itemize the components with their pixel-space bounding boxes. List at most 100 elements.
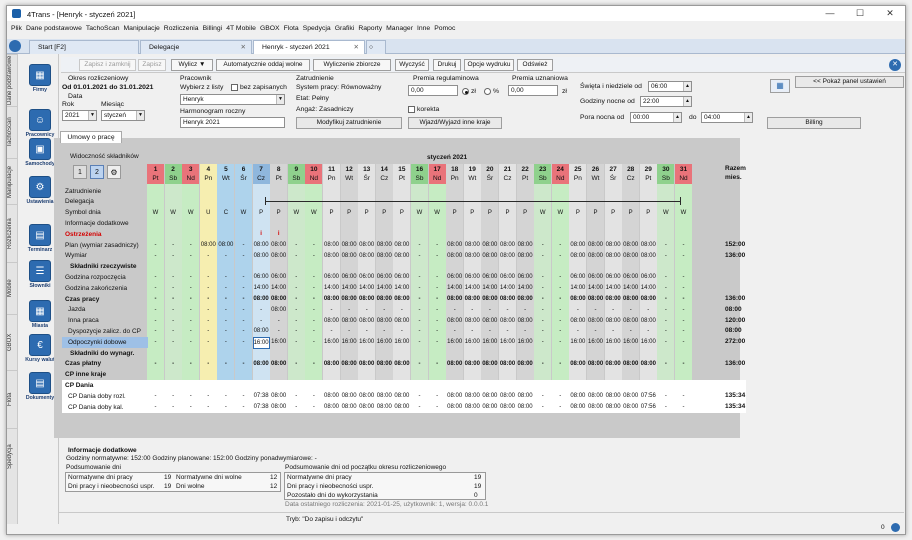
grid-cell[interactable]: -: [172, 285, 175, 292]
grid-cell[interactable]: 08:00: [570, 296, 586, 302]
grid-cell[interactable]: 08:00: [623, 242, 639, 248]
grid-cell[interactable]: -: [612, 306, 615, 313]
grid-cell[interactable]: -: [260, 317, 263, 324]
grid-cell[interactable]: -: [664, 317, 667, 324]
grid-cell[interactable]: 08:00: [376, 252, 392, 259]
grid-cell[interactable]: -: [559, 242, 562, 248]
grid-cell[interactable]: -: [682, 339, 685, 346]
grid-cell[interactable]: -: [383, 306, 386, 313]
grid-cell[interactable]: -: [207, 296, 210, 302]
day-header[interactable]: [287, 164, 305, 184]
grid-cell[interactable]: 08:00: [447, 317, 463, 324]
spinner-icon[interactable]: ▲: [673, 113, 681, 122]
grid-cell[interactable]: -: [594, 328, 597, 335]
grid-cell[interactable]: -: [612, 328, 615, 335]
grid-cell[interactable]: -: [541, 317, 544, 324]
grid-cell[interactable]: -: [436, 252, 439, 259]
grid-cell[interactable]: 14:00: [447, 285, 463, 292]
grid-cell[interactable]: -: [418, 317, 421, 324]
grid-cell[interactable]: -: [664, 339, 667, 346]
grid-cell[interactable]: -: [682, 328, 685, 335]
close-panel-icon[interactable]: ✕: [889, 59, 901, 71]
grid-cell[interactable]: -: [295, 328, 298, 335]
grid-cell[interactable]: -: [189, 317, 192, 324]
grid-cell[interactable]: 06:00: [341, 274, 357, 281]
home-icon[interactable]: [9, 40, 21, 52]
grid-cell[interactable]: 08:00: [605, 360, 621, 367]
clear-button[interactable]: Wyczyść: [395, 59, 429, 71]
grid-cell[interactable]: 08:00: [587, 404, 603, 410]
grid-cell[interactable]: -: [682, 242, 685, 248]
grid-cell[interactable]: W: [293, 209, 300, 216]
grid-cell[interactable]: -: [559, 393, 562, 400]
grid-cell[interactable]: -: [436, 296, 439, 302]
auto-free-button[interactable]: Automatycznie oddaj wolne: [216, 59, 310, 71]
grid-cell[interactable]: -: [295, 360, 298, 367]
grid-cell[interactable]: 08:00: [341, 296, 357, 302]
grid-cell[interactable]: 16:00: [587, 339, 603, 346]
grid-cell[interactable]: 08:00: [359, 252, 375, 259]
grid-cell[interactable]: -: [682, 317, 685, 324]
grid-cell[interactable]: W: [416, 209, 423, 216]
grid-cell[interactable]: 08:00: [359, 404, 375, 410]
grid-cell[interactable]: -: [189, 360, 192, 367]
grid-cell[interactable]: -: [682, 285, 685, 292]
percent-radio[interactable]: [484, 88, 491, 95]
grid-cell[interactable]: 08:00: [447, 296, 463, 302]
vtab-3[interactable]: Rozliczenia: [7, 204, 18, 262]
pora-from-input[interactable]: 00:00 ▲: [630, 112, 682, 123]
pracownik-select[interactable]: Henryk ▼: [180, 94, 285, 105]
grid-cell[interactable]: 08:00: [499, 296, 516, 302]
grid-cell[interactable]: -: [154, 360, 157, 367]
grid-cell[interactable]: 16:00: [623, 339, 639, 346]
grid-cell[interactable]: -: [559, 404, 562, 410]
grid-cell[interactable]: -: [682, 360, 685, 367]
maximize-icon[interactable]: ☐: [855, 8, 865, 18]
wyjazd-button[interactable]: Wjazd/Wyjazd inne kraje: [408, 117, 502, 129]
grid-cell[interactable]: 07:38: [253, 393, 269, 400]
grid-cell[interactable]: 08:00: [464, 242, 480, 248]
vis-button-2[interactable]: 2: [90, 165, 104, 179]
grid-cell[interactable]: P: [276, 209, 281, 216]
grid-cell[interactable]: 08:00: [517, 317, 533, 324]
vtab-4[interactable]: Mobile: [7, 262, 18, 314]
day-header[interactable]: [182, 164, 200, 184]
grid-cell[interactable]: -: [436, 285, 439, 292]
grid-cell[interactable]: 06:00: [394, 274, 410, 281]
grid-cell[interactable]: -: [242, 285, 245, 292]
grid-cell[interactable]: P: [399, 209, 404, 216]
grid-cell[interactable]: i: [260, 231, 262, 238]
minimize-icon[interactable]: —: [825, 8, 835, 18]
grid-cell[interactable]: W: [539, 209, 546, 216]
grid-cell[interactable]: 08:00: [323, 296, 340, 302]
grid-cell[interactable]: -: [682, 404, 685, 410]
grid-cell[interactable]: 08:00: [359, 360, 375, 367]
nav-1[interactable]: ☺ Pracownicy: [22, 109, 58, 138]
grid-cell[interactable]: -: [647, 328, 650, 335]
grid-cell[interactable]: 08:00: [605, 393, 621, 400]
tab-start[interactable]: Start [F2]: [29, 40, 139, 54]
grid-cell[interactable]: -: [559, 339, 562, 346]
grid-cell[interactable]: -: [312, 242, 315, 248]
grid-cell[interactable]: -: [207, 274, 210, 281]
tab-delegacje[interactable]: Delegacje ✕: [140, 40, 252, 54]
grid-cell[interactable]: -: [189, 328, 192, 335]
grid-cell[interactable]: -: [295, 393, 298, 400]
grid-cell[interactable]: 16:00: [323, 339, 339, 346]
day-header[interactable]: [551, 164, 569, 184]
grid-cell[interactable]: -: [154, 242, 157, 248]
grid-cell[interactable]: 08:00: [517, 296, 533, 302]
grid-cell[interactable]: 08:00: [499, 242, 515, 248]
grid-cell[interactable]: 08:00: [447, 393, 463, 400]
day-header[interactable]: [164, 164, 182, 184]
grid-cell[interactable]: -: [172, 328, 175, 335]
grid-cell[interactable]: 06:00: [253, 274, 269, 281]
grid-cell[interactable]: -: [224, 360, 227, 367]
grid-cell[interactable]: -: [154, 328, 157, 335]
grid-cell[interactable]: 08:00: [447, 360, 463, 367]
grid-cell[interactable]: -: [348, 306, 351, 313]
grid-cell[interactable]: -: [242, 328, 245, 335]
grid-cell[interactable]: -: [189, 404, 192, 410]
grid-cell[interactable]: -: [541, 360, 544, 367]
grid-cell[interactable]: 06:00: [640, 274, 656, 281]
